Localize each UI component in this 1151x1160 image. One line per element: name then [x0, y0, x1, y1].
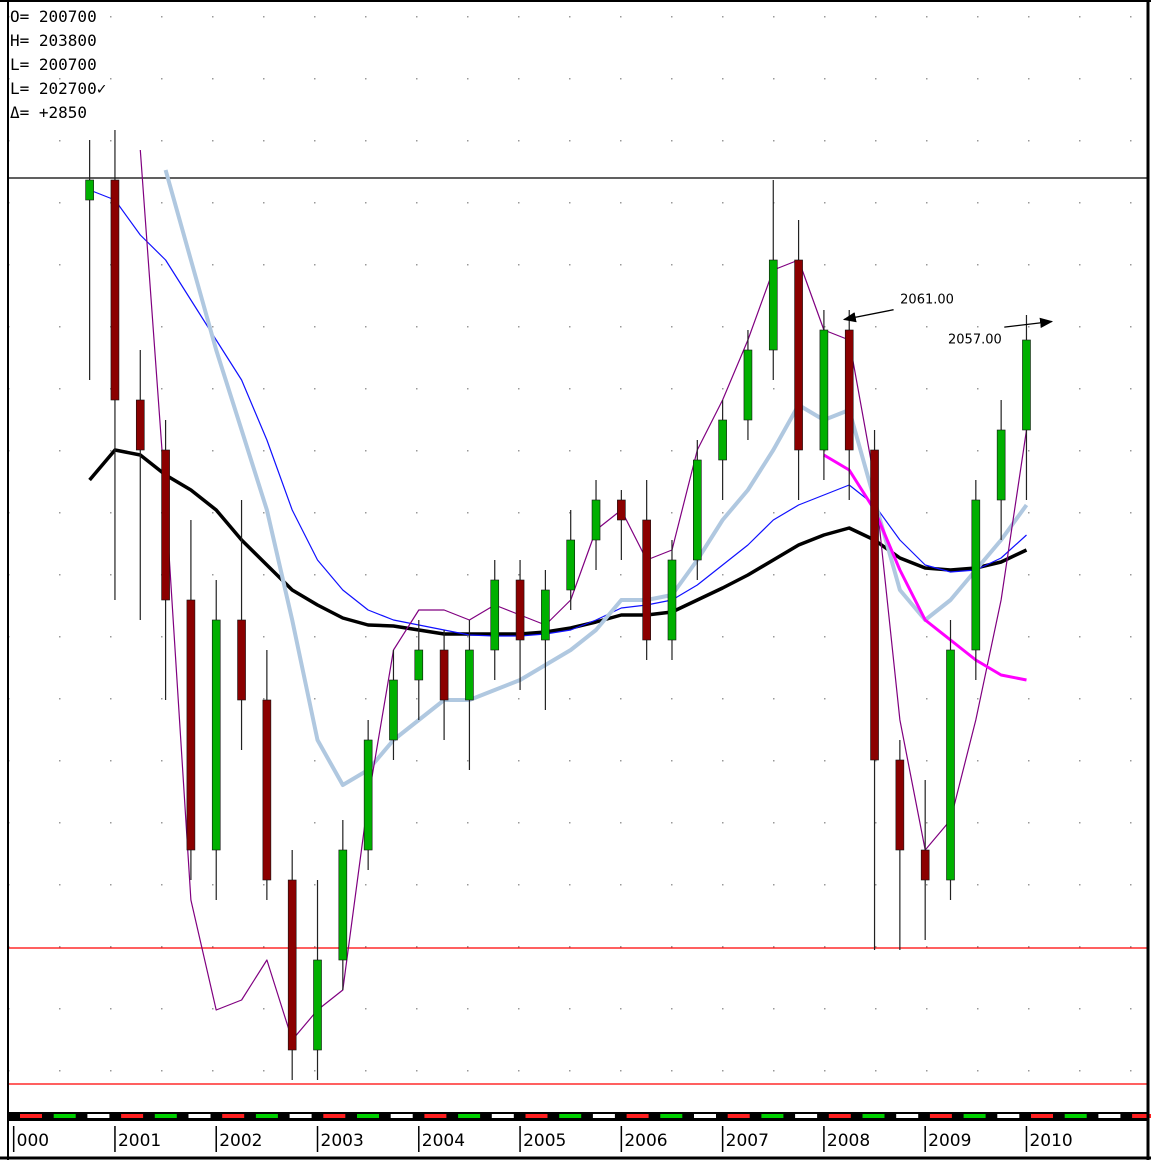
- candle-body: [338, 849, 348, 961]
- x-tick-label: 000: [17, 1131, 49, 1151]
- time-bar-dash: [188, 1114, 211, 1118]
- candle-body: [490, 579, 500, 651]
- time-bar-dash: [222, 1114, 245, 1118]
- candle-body: [363, 739, 373, 851]
- annotation-label: 2061.00: [900, 293, 954, 308]
- candle-body: [718, 419, 727, 461]
- annotation-arrow: [1004, 317, 1054, 329]
- candle-body: [667, 559, 677, 641]
- readout-line: Δ= +2850: [10, 103, 87, 122]
- candle-body: [262, 699, 272, 881]
- readout-line: H= 203800: [10, 31, 97, 50]
- time-bar-dash: [20, 1114, 42, 1118]
- x-tick-label: 2001: [118, 1131, 161, 1151]
- candle-body: [161, 449, 170, 601]
- candle-body: [439, 649, 449, 701]
- time-bar-dash: [289, 1114, 312, 1118]
- candle-body: [541, 589, 550, 641]
- candle-body: [768, 259, 778, 351]
- x-tick-label: 2005: [523, 1131, 566, 1151]
- candle-body: [971, 499, 981, 651]
- candle-body: [566, 539, 576, 591]
- time-bar-dash: [87, 1114, 110, 1118]
- time-bar-dash: [694, 1114, 716, 1118]
- x-tick-label: 2003: [321, 1131, 364, 1151]
- time-bar-dash: [1031, 1114, 1053, 1118]
- candle-body: [186, 599, 196, 851]
- x-tick-label: 2002: [219, 1131, 262, 1151]
- candle-body: [313, 959, 322, 1051]
- candle-body: [819, 329, 829, 451]
- time-bar-dash: [323, 1114, 346, 1118]
- time-bar-dash: [424, 1114, 447, 1118]
- candle-body: [591, 499, 601, 541]
- time-bar-marks: [20, 1114, 1151, 1118]
- time-bar-dash: [121, 1114, 144, 1118]
- time-bar-dash: [559, 1114, 582, 1118]
- annotation-label: 2057.00: [948, 333, 1002, 348]
- candle-body: [135, 399, 145, 451]
- candle-body: [870, 449, 879, 761]
- candle-body: [287, 879, 297, 1051]
- x-tick-label: 2009: [928, 1131, 971, 1151]
- time-bar-dash: [53, 1114, 76, 1118]
- time-bar-dash: [1098, 1114, 1121, 1118]
- time-bar-dash: [1064, 1114, 1087, 1118]
- ma-line: [823, 453, 1027, 682]
- candle-body: [1022, 339, 1031, 431]
- time-bar-dash: [660, 1114, 683, 1118]
- time-bar-dash: [761, 1114, 784, 1118]
- annotation-arrow: [842, 309, 894, 323]
- candle-body: [920, 849, 930, 881]
- x-tick-label: 2004: [422, 1131, 465, 1151]
- candle-body: [743, 349, 753, 421]
- candle-body: [693, 459, 702, 561]
- time-bar-dash: [458, 1114, 481, 1118]
- candle-body: [515, 579, 525, 641]
- candle-body: [211, 619, 221, 851]
- x-tick-label: 2010: [1029, 1131, 1072, 1151]
- x-tick-label: 2006: [624, 1131, 667, 1151]
- time-bar-dash: [491, 1114, 514, 1118]
- x-tick-label: 2007: [726, 1131, 769, 1151]
- readout-line: O= 200700: [10, 7, 97, 26]
- readout-line: L= 202700✓: [10, 79, 106, 98]
- time-bar-dash: [592, 1114, 615, 1118]
- candle-body: [237, 619, 246, 701]
- plot-area: 2061.00 2057.00: [8, 130, 1148, 1085]
- candle-body: [642, 519, 651, 641]
- time-bar-dash: [255, 1114, 278, 1118]
- x-tick-label: 2008: [827, 1131, 870, 1151]
- time-bar-dash: [525, 1114, 548, 1118]
- grid-dots: [8, 0, 1148, 1110]
- candle-body: [414, 649, 424, 681]
- candle-body: [794, 259, 803, 451]
- x-axis: 000 2001 2002 2003 2004 2005 2006 2007 2008 2009 2…: [12, 1126, 1073, 1152]
- time-bar-dash: [390, 1114, 413, 1118]
- candle-body: [946, 649, 955, 881]
- time-bar-dash: [626, 1114, 649, 1118]
- candle-body: [85, 179, 94, 201]
- time-bar-dash: [154, 1114, 177, 1118]
- candle-body: [110, 179, 120, 401]
- candle-body: [465, 649, 474, 701]
- time-bar-dash: [997, 1114, 1020, 1118]
- candle-body: [844, 329, 854, 451]
- candle-body: [996, 429, 1006, 501]
- readout: O= 200700 H= 203800 L= 200700 L= 202700✓ Δ= …: [10, 7, 106, 122]
- candle-body: [617, 499, 626, 521]
- time-bar-dash: [795, 1114, 818, 1118]
- candle-body: [389, 679, 398, 741]
- time-bar-dash: [1132, 1114, 1151, 1118]
- time-bar-dash: [357, 1114, 379, 1118]
- time-bar-dash: [896, 1114, 919, 1118]
- time-bar-dash: [929, 1114, 952, 1118]
- time-bar-dash: [963, 1114, 986, 1118]
- readout-line: L= 200700: [10, 55, 97, 74]
- time-bar-dash: [862, 1114, 885, 1118]
- candle-body: [895, 759, 905, 851]
- time-bar-dash: [828, 1114, 851, 1118]
- time-bar-dash: [727, 1114, 750, 1118]
